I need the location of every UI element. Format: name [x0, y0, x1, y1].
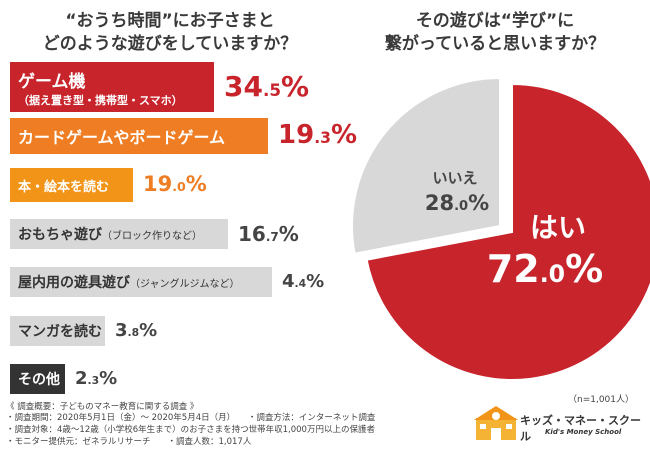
- bar-value-decimal: .4: [294, 276, 307, 290]
- bar-chart-question-line-2: どのような遊びをしていますか？: [42, 34, 298, 54]
- pie-value-integer: 72: [487, 247, 540, 291]
- bar-category-note: （据え置き型・携帯型・スマホ）: [18, 93, 183, 107]
- bar-value-label: 34.5%: [224, 70, 309, 103]
- bar-category-note: （ブロック作りなど）: [102, 230, 202, 242]
- bar-chart-question-line-1: “おうち時間”にお子さまと: [65, 11, 275, 31]
- pie-category-label: はい: [530, 211, 586, 244]
- survey-note: 《 調査概要：子どものマネー教育に関する調査 》: [6, 402, 199, 412]
- bar-category-label: カードゲームやボードゲーム: [18, 128, 226, 147]
- pie-chart-question-line-2: 繋がっていると思いますか？: [384, 34, 606, 54]
- pie-slice: [365, 82, 650, 381]
- bar: おもちゃ遊び （ブロック作りなど）: [10, 219, 228, 249]
- school-building-icon: [474, 406, 518, 440]
- bar-category-label: ゲーム機: [18, 71, 86, 92]
- bar-value-unit: %: [330, 119, 358, 150]
- bar-value-unit: %: [278, 221, 299, 246]
- bar-category-label: その他: [18, 372, 60, 388]
- survey-note: ・調査期間：2020年5月1日（金）～ 2020年5月4日（月） ・調査方法：イ…: [6, 413, 376, 423]
- bar-value-integer: 16: [238, 221, 266, 246]
- survey-note: ・調査対象：4歳～12歳（小学校6年生まで）のお子さまを持つ世帯年収1,000万…: [6, 425, 375, 435]
- logo-name: キッズ・マネー・スクール: [520, 414, 641, 443]
- bar-category-note: （ジャングルジムなど）: [130, 278, 240, 290]
- bar-category-label: 屋内用の遊具遊び: [18, 275, 130, 291]
- bar: その他: [10, 364, 65, 394]
- sample-size: （n=1,001人）: [568, 395, 635, 405]
- bar-chart-question: “おうち時間”にお子さまと どのような遊びをしていますか？: [5, 10, 335, 56]
- bar-category-label: マンガを読む: [18, 324, 102, 340]
- pie-chart-question: その遊びは“学び”に 繋がっていると思いますか？: [345, 10, 645, 56]
- bar: 屋内用の遊具遊び （ジャングルジムなど）: [10, 267, 272, 297]
- bar-value-decimal: .3: [87, 373, 100, 387]
- bar-value-unit: %: [281, 69, 310, 103]
- bar-value-integer: 4: [282, 270, 295, 292]
- bar-value-integer: 2: [75, 367, 88, 389]
- bar: ゲーム機 （据え置き型・携帯型・スマホ）: [10, 62, 214, 112]
- bar: カードゲームやボードゲーム: [10, 118, 268, 154]
- bar-value-decimal: .3: [314, 128, 331, 147]
- pie-value-integer: 28: [425, 191, 454, 215]
- bar-value-decimal: .0: [172, 178, 186, 194]
- bar-value-label: 19.0%: [143, 172, 207, 196]
- logo-subtitle: Kid's Money School: [545, 428, 622, 436]
- bar-value-label: 3.8%: [115, 320, 157, 341]
- bar-value-decimal: .5: [262, 79, 282, 100]
- bar: マンガを読む: [10, 316, 105, 346]
- bar-value-label: 16.7%: [238, 222, 299, 246]
- pie-value-decimal: .0: [540, 260, 565, 288]
- pie-value-label: 72.0%: [487, 247, 603, 291]
- pie-category-label: いいえ: [432, 169, 477, 187]
- bar: 本・絵本を読む: [10, 168, 133, 202]
- bar-value-decimal: .8: [127, 325, 140, 339]
- bar-value-unit: %: [139, 319, 158, 341]
- bar-value-label: 4.4%: [282, 271, 324, 292]
- bar-value-integer: 34: [224, 69, 263, 103]
- pie-value-decimal: .0: [454, 199, 468, 214]
- pie-value-label: 28.0%: [425, 191, 489, 215]
- bar-value-unit: %: [99, 367, 118, 389]
- bar-value-integer: 19: [143, 171, 173, 196]
- bar-value-unit: %: [185, 171, 207, 196]
- bar-value-label: 2.3%: [75, 368, 117, 389]
- bar-category-label: 本・絵本を読む: [18, 179, 110, 195]
- bar-value-label: 19.3%: [278, 120, 357, 150]
- pie-value-unit: %: [565, 247, 603, 291]
- survey-note: ・モニター提供元：ゼネラルリサーチ ・調査人数：1,017人: [6, 437, 252, 447]
- bar-category-label: おもちゃ遊び: [18, 227, 102, 243]
- bar-value-integer: 19: [278, 119, 315, 150]
- bar-value-integer: 3: [115, 319, 128, 341]
- pie-slice: [351, 76, 501, 255]
- bar-value-unit: %: [306, 270, 325, 292]
- pie-value-unit: %: [468, 191, 489, 215]
- pie-chart-question-line-1: その遊びは“学び”に: [415, 11, 575, 31]
- bar-value-decimal: .7: [265, 229, 279, 244]
